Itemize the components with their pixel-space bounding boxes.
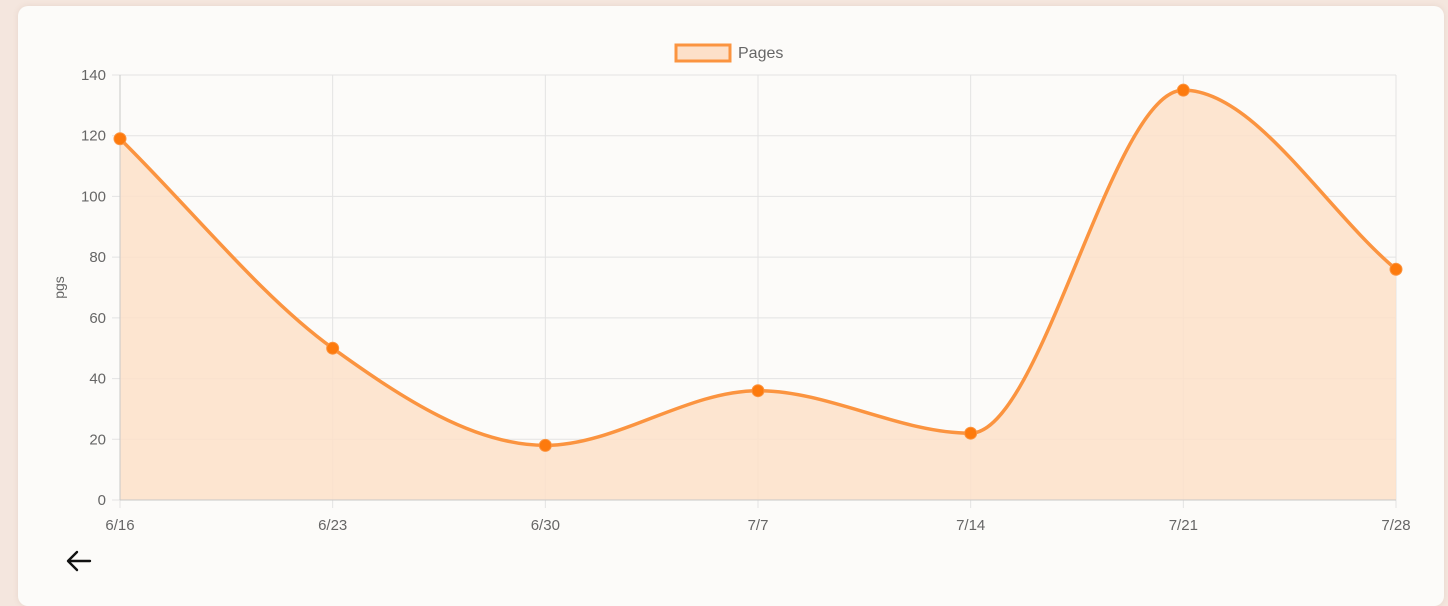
- data-point-6-16[interactable]: [113, 132, 127, 146]
- data-point-6-23[interactable]: [326, 341, 340, 355]
- y-tick-label: 20: [89, 431, 106, 448]
- y-tick-label: 140: [81, 67, 106, 84]
- axes: 0 20 40 60 80 100 120 140 6/16 6/23 6/30 7/7 7/14 7/2…: [51, 67, 1411, 534]
- x-tick-label: 7/28: [1381, 517, 1410, 534]
- data-point-7-7[interactable]: [751, 384, 765, 398]
- x-tick-label: 7/7: [748, 517, 769, 534]
- y-tick-label: 0: [98, 492, 106, 509]
- legend[interactable]: Pages: [674, 43, 783, 63]
- back-button[interactable]: [62, 544, 96, 578]
- legend-swatch[interactable]: [674, 43, 732, 63]
- y-axis-title: pgs: [51, 276, 67, 299]
- x-tick-label: 6/23: [318, 517, 347, 534]
- y-tick-label: 120: [81, 128, 106, 145]
- data-point-7-28[interactable]: [1389, 262, 1403, 276]
- y-tick-label: 40: [89, 371, 106, 388]
- y-tick-label: 80: [89, 249, 106, 266]
- y-tick-label: 60: [89, 310, 106, 327]
- x-tick-label: 6/16: [105, 517, 134, 534]
- x-tick-label: 7/21: [1169, 517, 1198, 534]
- data-points: [113, 83, 1403, 452]
- data-point-7-14[interactable]: [964, 426, 978, 440]
- series-area-fill: [120, 90, 1396, 500]
- x-tick-label: 6/30: [531, 517, 560, 534]
- chart-card: 0 20 40 60 80 100 120 140 6/16 6/23 6/30 7/7 7/14 7/2…: [18, 6, 1444, 606]
- pages-chart: 0 20 40 60 80 100 120 140 6/16 6/23 6/30 7/7 7/14 7/2…: [51, 43, 1411, 534]
- data-point-6-30[interactable]: [538, 438, 552, 452]
- arrow-left-icon: [66, 550, 92, 572]
- legend-label[interactable]: Pages: [738, 45, 783, 62]
- x-tick-label: 7/14: [956, 517, 985, 534]
- data-point-7-21[interactable]: [1176, 83, 1190, 97]
- y-tick-label: 100: [81, 188, 106, 205]
